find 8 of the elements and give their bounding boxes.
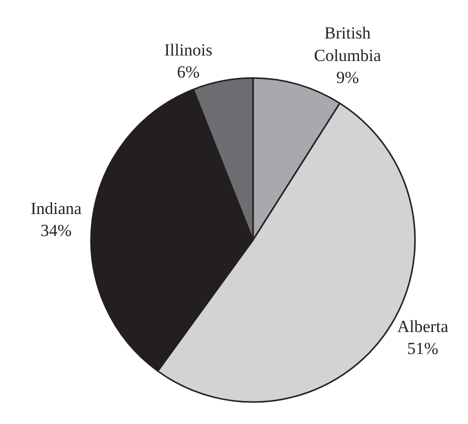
data-label: 6% — [176, 62, 200, 82]
slice-label: British Columbia — [314, 24, 382, 65]
slice-label: Indiana — [30, 198, 82, 218]
slice-label: Illinois — [164, 40, 212, 60]
slice-label: Alberta — [397, 317, 449, 336]
data-label: 9% — [336, 68, 359, 87]
data-label: 51% — [407, 339, 438, 358]
data-label: 34% — [40, 220, 72, 240]
